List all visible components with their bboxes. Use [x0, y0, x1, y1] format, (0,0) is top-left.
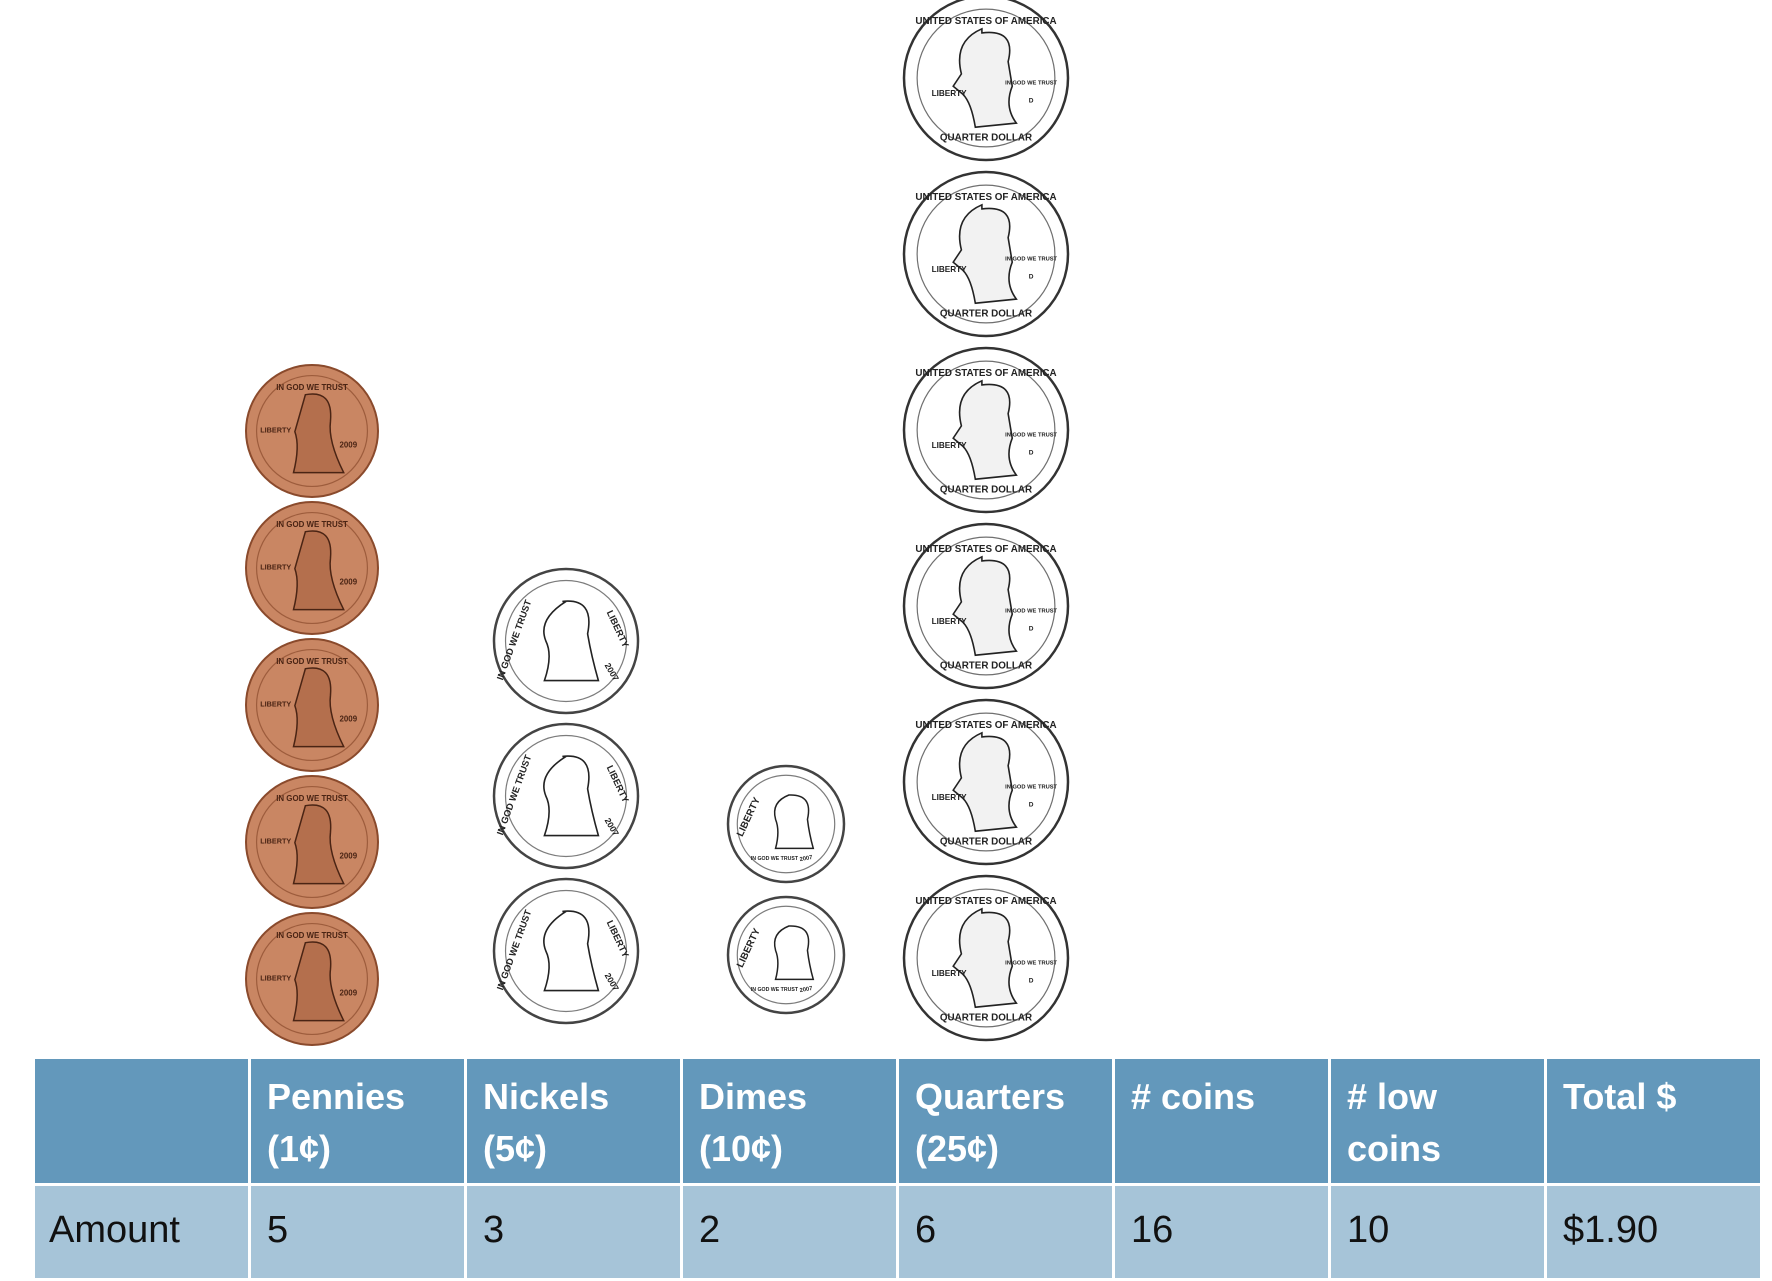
coin-pictograph: IN GOD WE TRUST LIBERTY 2009 IN GOD WE TRUS…	[245, 0, 1070, 1046]
header-quarters: Quarters (25¢)	[896, 1056, 1115, 1186]
svg-text:UNITED STATES OF AMERICA: UNITED STATES OF AMERICA	[915, 368, 1056, 379]
svg-text:QUARTER DOLLAR: QUARTER DOLLAR	[940, 660, 1032, 671]
svg-text:IN GOD WE TRUST: IN GOD WE TRUST	[276, 794, 348, 803]
header-text: (5¢)	[483, 1128, 548, 1169]
penny-coin: IN GOD WE TRUST LIBERTY 2009	[245, 501, 379, 635]
svg-text:2009: 2009	[340, 441, 358, 450]
svg-text:LIBERTY: LIBERTY	[932, 793, 968, 802]
coin-table: Pennies (1¢) Nickels (5¢) Dimes (10¢) Quart…	[32, 1056, 1763, 1281]
cell-quarters: 6	[896, 1183, 1115, 1281]
table-row: Amount 5 3 2 6 16 10 $1.90	[32, 1183, 1763, 1281]
header-text: # coins	[1131, 1076, 1256, 1117]
svg-text:LIBERTY: LIBERTY	[260, 973, 291, 982]
header-dimes: Dimes (10¢)	[680, 1056, 899, 1186]
svg-text:IN GOD WE TRUST: IN GOD WE TRUST	[276, 520, 348, 529]
svg-text:LIBERTY: LIBERTY	[260, 562, 291, 571]
svg-text:UNITED STATES OF AMERICA: UNITED STATES OF AMERICA	[915, 896, 1056, 907]
svg-text:IN GOD WE TRUST: IN GOD WE TRUST	[1005, 433, 1057, 439]
svg-text:LIBERTY: LIBERTY	[260, 699, 291, 708]
header-text: Nickels	[483, 1076, 610, 1117]
svg-text:LIBERTY: LIBERTY	[260, 425, 291, 434]
header-pennies: Pennies (1¢)	[248, 1056, 467, 1186]
svg-text:IN GOD WE TRUST: IN GOD WE TRUST	[276, 383, 348, 392]
header-text: Dimes	[699, 1076, 808, 1117]
svg-text:LIBERTY: LIBERTY	[932, 441, 968, 450]
quarter-coin: UNITED STATES OF AMERICA LIBERTY IN GOD WE…	[902, 0, 1070, 162]
quarter-coin: UNITED STATES OF AMERICA LIBERTY IN GOD WE…	[902, 698, 1070, 866]
svg-text:QUARTER DOLLAR: QUARTER DOLLAR	[940, 1012, 1032, 1023]
svg-text:QUARTER DOLLAR: QUARTER DOLLAR	[940, 836, 1032, 847]
svg-text:D: D	[1029, 274, 1034, 281]
quarter-coin: UNITED STATES OF AMERICA LIBERTY IN GOD WE…	[902, 170, 1070, 338]
svg-text:UNITED STATES OF AMERICA: UNITED STATES OF AMERICA	[915, 720, 1056, 731]
quarter-coin: UNITED STATES OF AMERICA LIBERTY IN GOD WE…	[902, 874, 1070, 1042]
svg-text:IN GOD WE TRUST: IN GOD WE TRUST	[751, 856, 799, 862]
svg-text:UNITED STATES OF AMERICA: UNITED STATES OF AMERICA	[915, 16, 1056, 27]
svg-text:LIBERTY: LIBERTY	[260, 836, 291, 845]
svg-text:LIBERTY: LIBERTY	[932, 617, 968, 626]
header-num-coins: # coins	[1112, 1056, 1331, 1186]
svg-text:UNITED STATES OF AMERICA: UNITED STATES OF AMERICA	[915, 192, 1056, 203]
svg-text:2009: 2009	[340, 852, 358, 861]
penny-coin: IN GOD WE TRUST LIBERTY 2009	[245, 638, 379, 772]
quarter-coin: UNITED STATES OF AMERICA LIBERTY IN GOD WE…	[902, 346, 1070, 514]
quarter-coin: UNITED STATES OF AMERICA LIBERTY IN GOD WE…	[902, 522, 1070, 690]
cell-num-coins: 16	[1112, 1183, 1331, 1281]
svg-text:D: D	[1029, 98, 1034, 105]
svg-text:LIBERTY: LIBERTY	[932, 265, 968, 274]
header-text: Quarters	[915, 1076, 1066, 1117]
svg-text:IN GOD WE TRUST: IN GOD WE TRUST	[276, 931, 348, 940]
svg-text:D: D	[1029, 626, 1034, 633]
penny-coin: IN GOD WE TRUST LIBERTY 2009	[245, 912, 379, 1046]
cell-total: $1.90	[1544, 1183, 1763, 1281]
cell-low-coins: 10	[1328, 1183, 1547, 1281]
svg-text:IN GOD WE TRUST: IN GOD WE TRUST	[1005, 257, 1057, 263]
table-header-row: Pennies (1¢) Nickels (5¢) Dimes (10¢) Quart…	[32, 1056, 1763, 1186]
svg-text:IN GOD WE TRUST: IN GOD WE TRUST	[1005, 81, 1057, 87]
svg-text:LIBERTY: LIBERTY	[932, 969, 968, 978]
svg-text:D: D	[1029, 802, 1034, 809]
header-low-coins: # low coins	[1328, 1056, 1547, 1186]
penny-coin: IN GOD WE TRUST LIBERTY 2009	[245, 364, 379, 498]
svg-text:2009: 2009	[340, 989, 358, 998]
svg-text:IN GOD WE TRUST: IN GOD WE TRUST	[276, 657, 348, 666]
svg-text:2007: 2007	[799, 986, 813, 994]
header-text: coins	[1347, 1128, 1442, 1169]
header-text: (25¢)	[915, 1128, 1000, 1169]
cell-dimes: 2	[680, 1183, 899, 1281]
header-text: # low	[1347, 1076, 1438, 1117]
svg-text:IN GOD WE TRUST: IN GOD WE TRUST	[1005, 961, 1057, 967]
header-total: Total $	[1544, 1056, 1763, 1186]
svg-text:IN GOD WE TRUST: IN GOD WE TRUST	[1005, 609, 1057, 615]
cell-nickels: 3	[464, 1183, 683, 1281]
penny-coin: IN GOD WE TRUST LIBERTY 2009	[245, 775, 379, 909]
header-text: Pennies	[267, 1076, 406, 1117]
header-text: Total $	[1563, 1076, 1677, 1117]
svg-text:IN GOD WE TRUST: IN GOD WE TRUST	[1005, 785, 1057, 791]
svg-text:QUARTER DOLLAR: QUARTER DOLLAR	[940, 132, 1032, 143]
svg-text:QUARTER DOLLAR: QUARTER DOLLAR	[940, 484, 1032, 495]
svg-text:IN GOD WE TRUST: IN GOD WE TRUST	[751, 987, 799, 993]
row-label: Amount	[32, 1183, 251, 1281]
header-nickels: Nickels (5¢)	[464, 1056, 683, 1186]
svg-text:D: D	[1029, 978, 1034, 985]
svg-text:LIBERTY: LIBERTY	[932, 89, 968, 98]
header-text: (10¢)	[699, 1128, 784, 1169]
svg-text:D: D	[1029, 450, 1034, 457]
svg-text:2009: 2009	[340, 578, 358, 587]
cell-pennies: 5	[248, 1183, 467, 1281]
svg-text:2007: 2007	[799, 855, 813, 863]
svg-text:QUARTER DOLLAR: QUARTER DOLLAR	[940, 308, 1032, 319]
svg-text:2009: 2009	[340, 715, 358, 724]
header-blank	[32, 1056, 251, 1186]
header-text: (1¢)	[267, 1128, 332, 1169]
svg-text:UNITED STATES OF AMERICA: UNITED STATES OF AMERICA	[915, 544, 1056, 555]
